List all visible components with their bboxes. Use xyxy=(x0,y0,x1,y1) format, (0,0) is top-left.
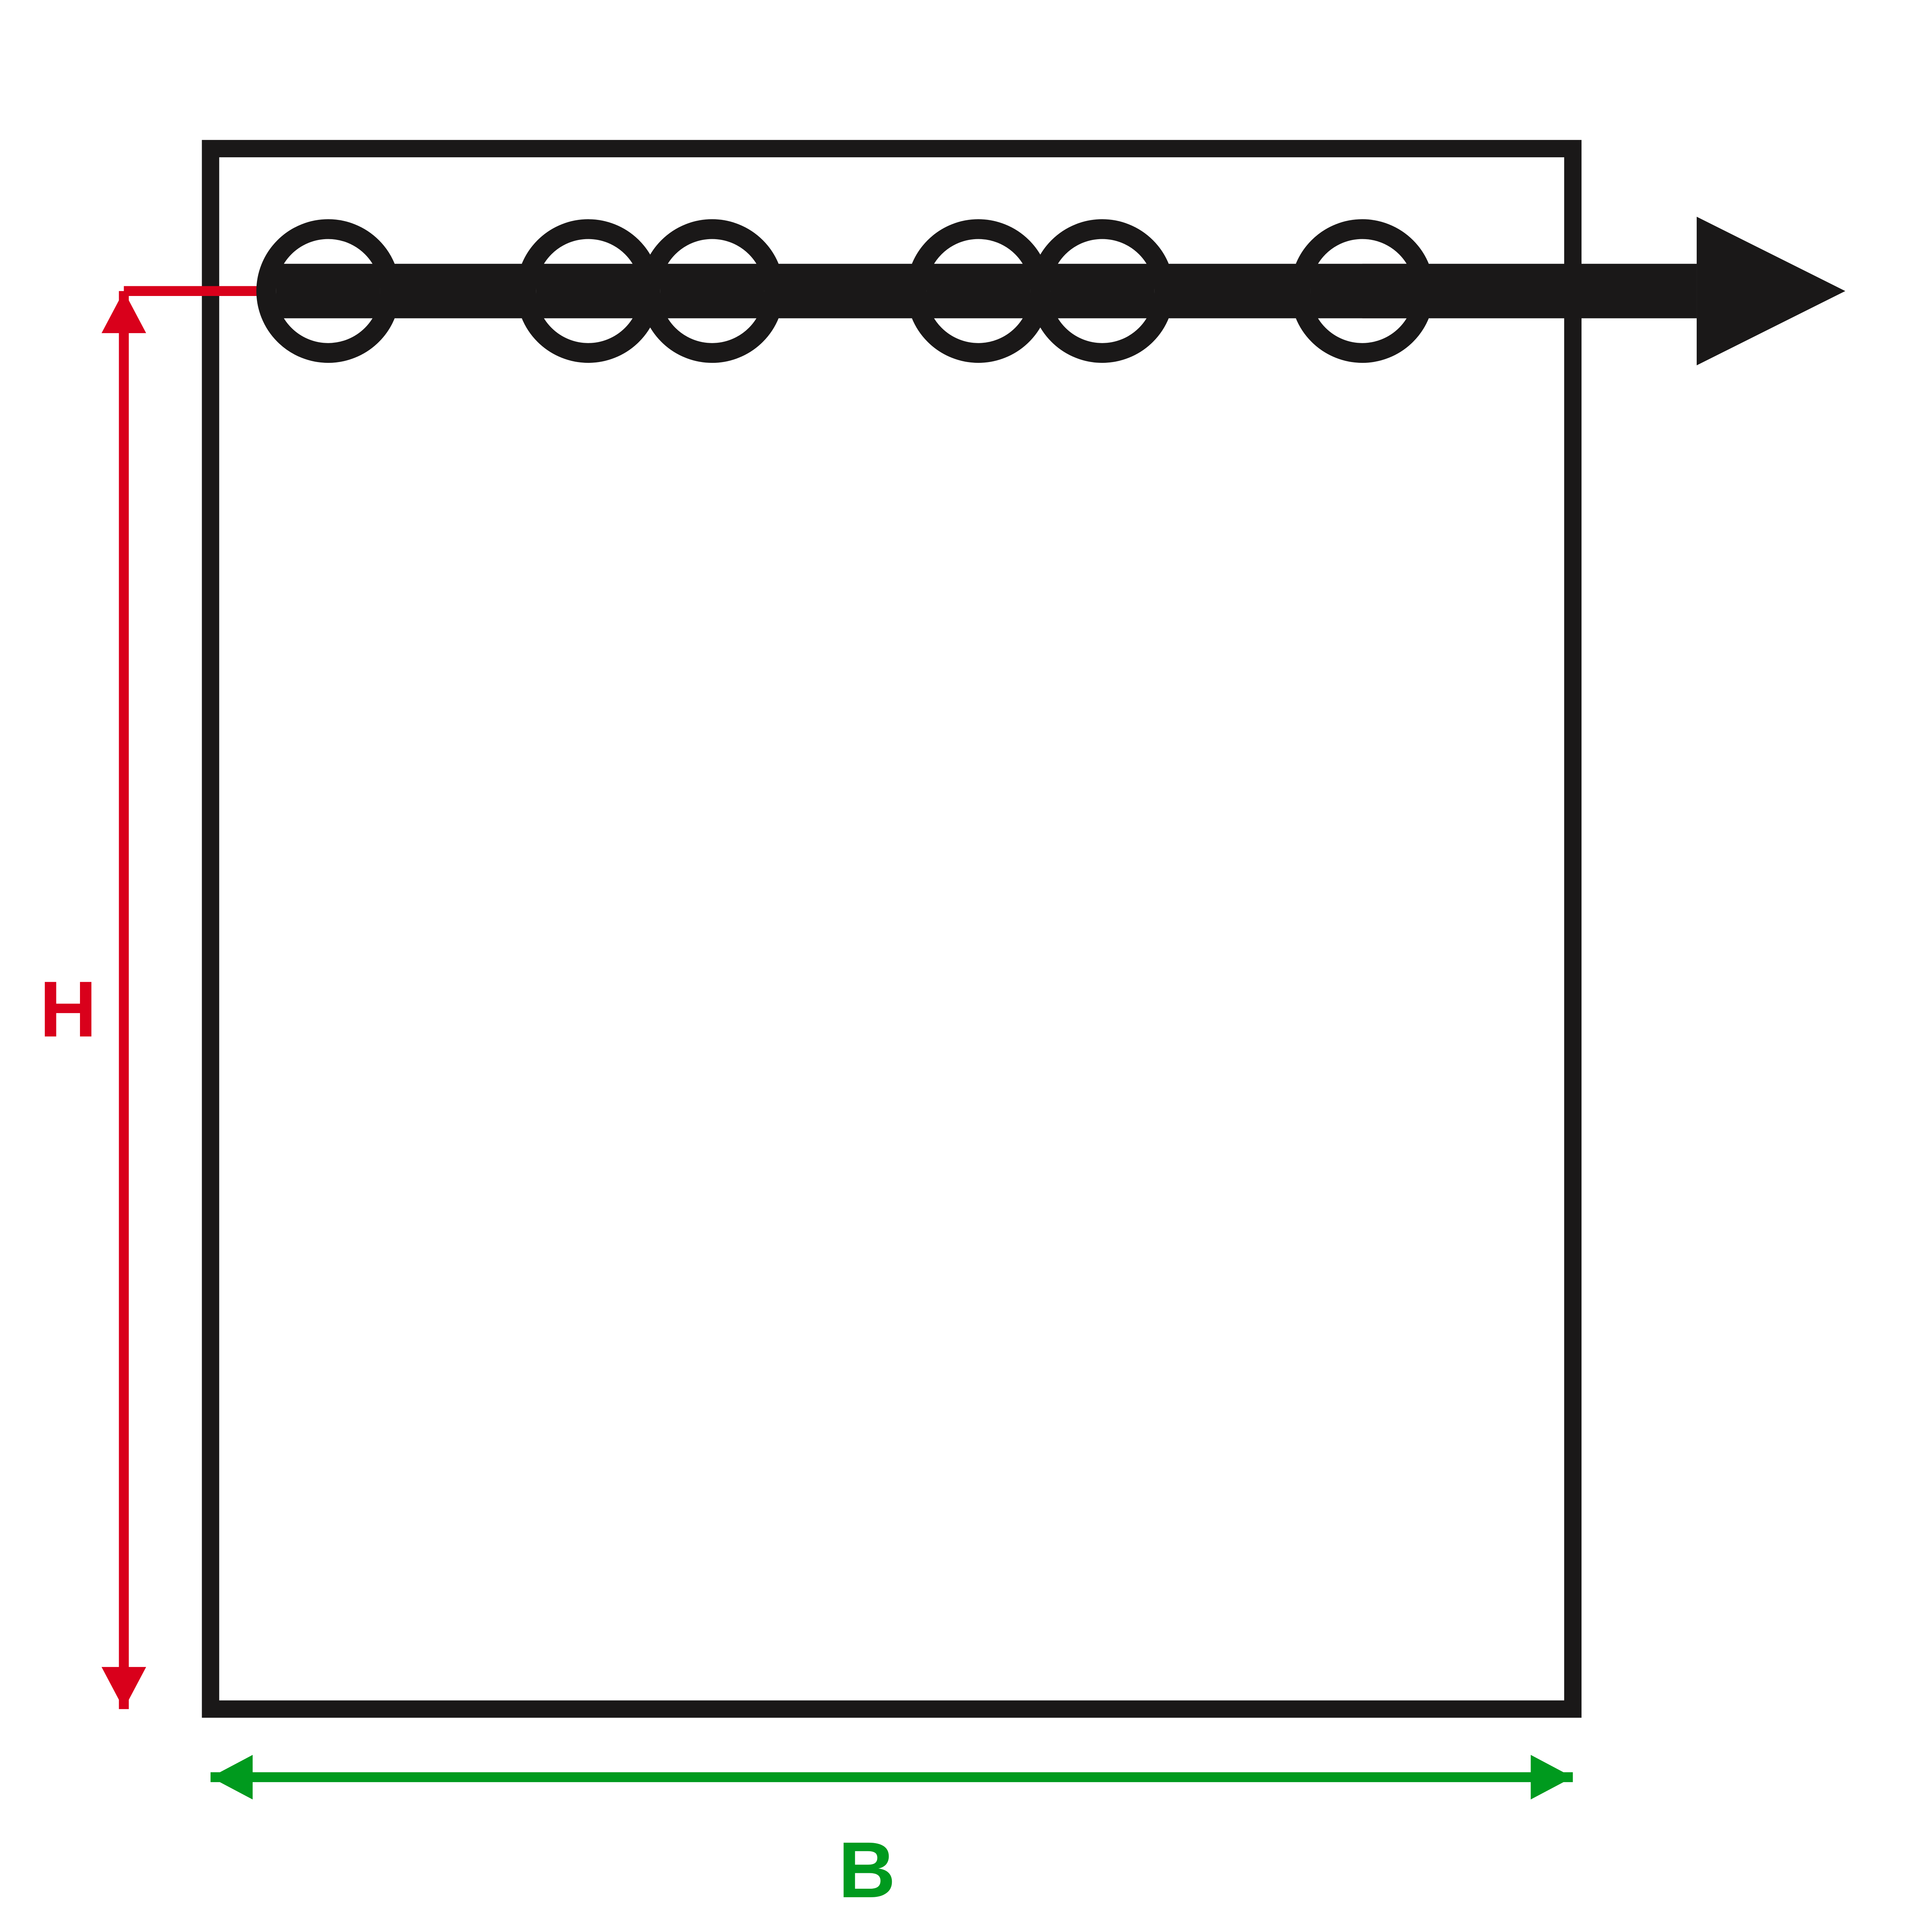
height-dim-label: H xyxy=(39,965,97,1053)
rod-front-over-eyelet-4 xyxy=(1050,264,1154,318)
curtain-panel xyxy=(211,149,1573,1709)
rod-arrowhead-icon xyxy=(1697,217,1845,366)
rod-front-over-eyelet-3 xyxy=(926,264,1030,318)
width-dim-label: B xyxy=(838,1826,896,1914)
rod-front-over-eyelet-0 xyxy=(276,264,380,318)
rod-front-over-eyelet-1 xyxy=(536,264,640,318)
rod-tail xyxy=(1362,264,1697,318)
height-dim-arrow-bottom xyxy=(102,1667,146,1709)
rod-front-over-eyelet-2 xyxy=(660,264,764,318)
height-dim-arrow-top xyxy=(102,291,146,333)
width-dim-arrow-right xyxy=(1531,1755,1573,1799)
width-dim-arrow-left xyxy=(211,1755,253,1799)
